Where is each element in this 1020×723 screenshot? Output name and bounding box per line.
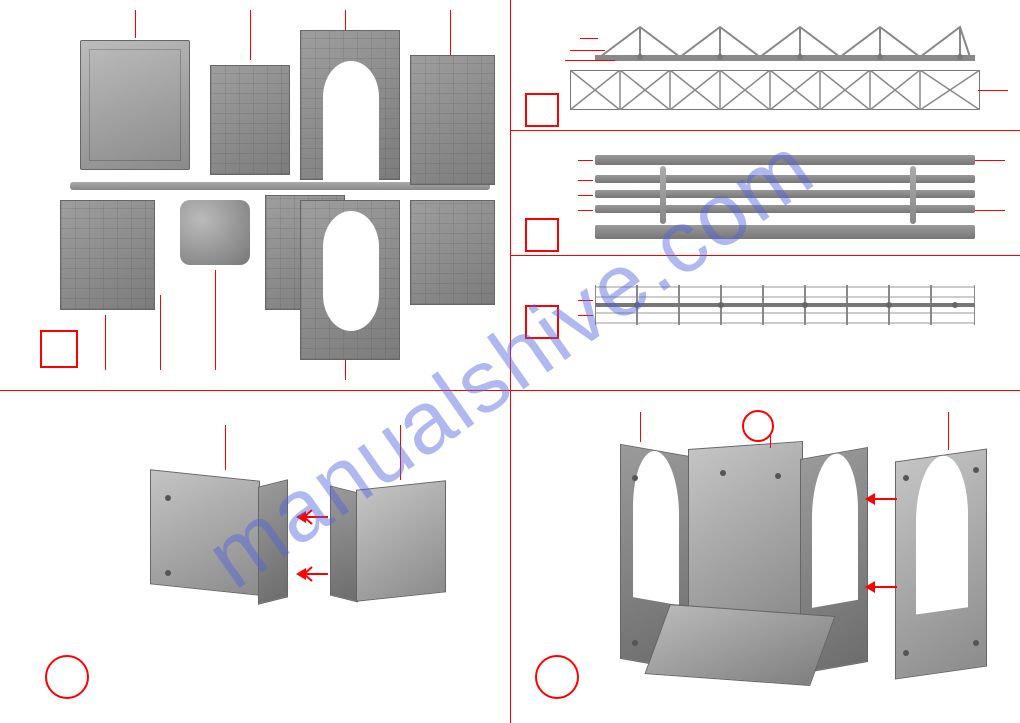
assembly-arrow-icon [865, 490, 897, 508]
railing-grid [595, 285, 975, 325]
part-stone-mid-top [210, 65, 290, 175]
leader [565, 60, 615, 61]
leader [975, 160, 1005, 161]
leader [160, 295, 161, 370]
truss-top [595, 25, 975, 63]
leader [978, 90, 1008, 91]
part-arch-top [300, 30, 400, 180]
assembly-arrow-icon [865, 578, 897, 596]
assembly-arrow-icon [296, 565, 328, 583]
leader [640, 412, 641, 442]
assembly-piece-b [330, 485, 450, 615]
connector [660, 166, 666, 224]
assembly-side-piece [895, 455, 990, 680]
part-stone-small [410, 200, 495, 305]
rail [595, 190, 975, 198]
panel-sprue-a [0, 0, 510, 390]
panel-rails [510, 130, 1020, 255]
rail [595, 175, 975, 183]
rail [595, 155, 975, 165]
leader [580, 38, 598, 39]
leader [105, 315, 106, 370]
leader [450, 10, 451, 55]
panel-railing [510, 255, 1020, 390]
assembly-main [620, 445, 870, 690]
part-cylinder [180, 200, 250, 265]
leader [578, 160, 593, 161]
leader [578, 180, 593, 181]
leader [975, 210, 1005, 211]
leader [578, 300, 593, 301]
leader [250, 10, 251, 60]
connector [910, 166, 916, 224]
assembly-arrow-icon [296, 508, 328, 526]
arch-hole [323, 61, 379, 181]
leader [570, 50, 605, 51]
step-number-circle [535, 655, 579, 699]
part-stone-bottom-left [60, 200, 155, 310]
truss-bottom [570, 70, 980, 110]
callout-circle [742, 410, 774, 442]
leader [578, 195, 593, 196]
panel-truss [510, 0, 1020, 130]
leader [345, 360, 346, 380]
instruction-page: manualshive.com [0, 0, 1020, 723]
leader [345, 10, 346, 30]
part-plate-top-left [80, 40, 190, 170]
step-number-circle [45, 655, 89, 699]
arch-hole [323, 211, 379, 331]
sprue-letter-box [40, 330, 78, 368]
panel-step-1 [0, 390, 510, 723]
leader [578, 210, 593, 211]
leader [225, 425, 226, 470]
leader [578, 315, 593, 316]
leader [135, 10, 136, 38]
panel-step-2 [510, 390, 1020, 723]
rail [595, 225, 975, 239]
part-stone-right [410, 55, 495, 185]
sprue-letter-box [525, 93, 559, 127]
part-arch-bottom [300, 200, 400, 360]
rail [595, 205, 975, 213]
leader [948, 412, 949, 450]
leader [215, 270, 216, 370]
assembly-piece-a [150, 475, 300, 615]
leader [400, 425, 401, 480]
sprue-letter-box [525, 218, 559, 252]
sprue-letter-box [525, 305, 559, 339]
